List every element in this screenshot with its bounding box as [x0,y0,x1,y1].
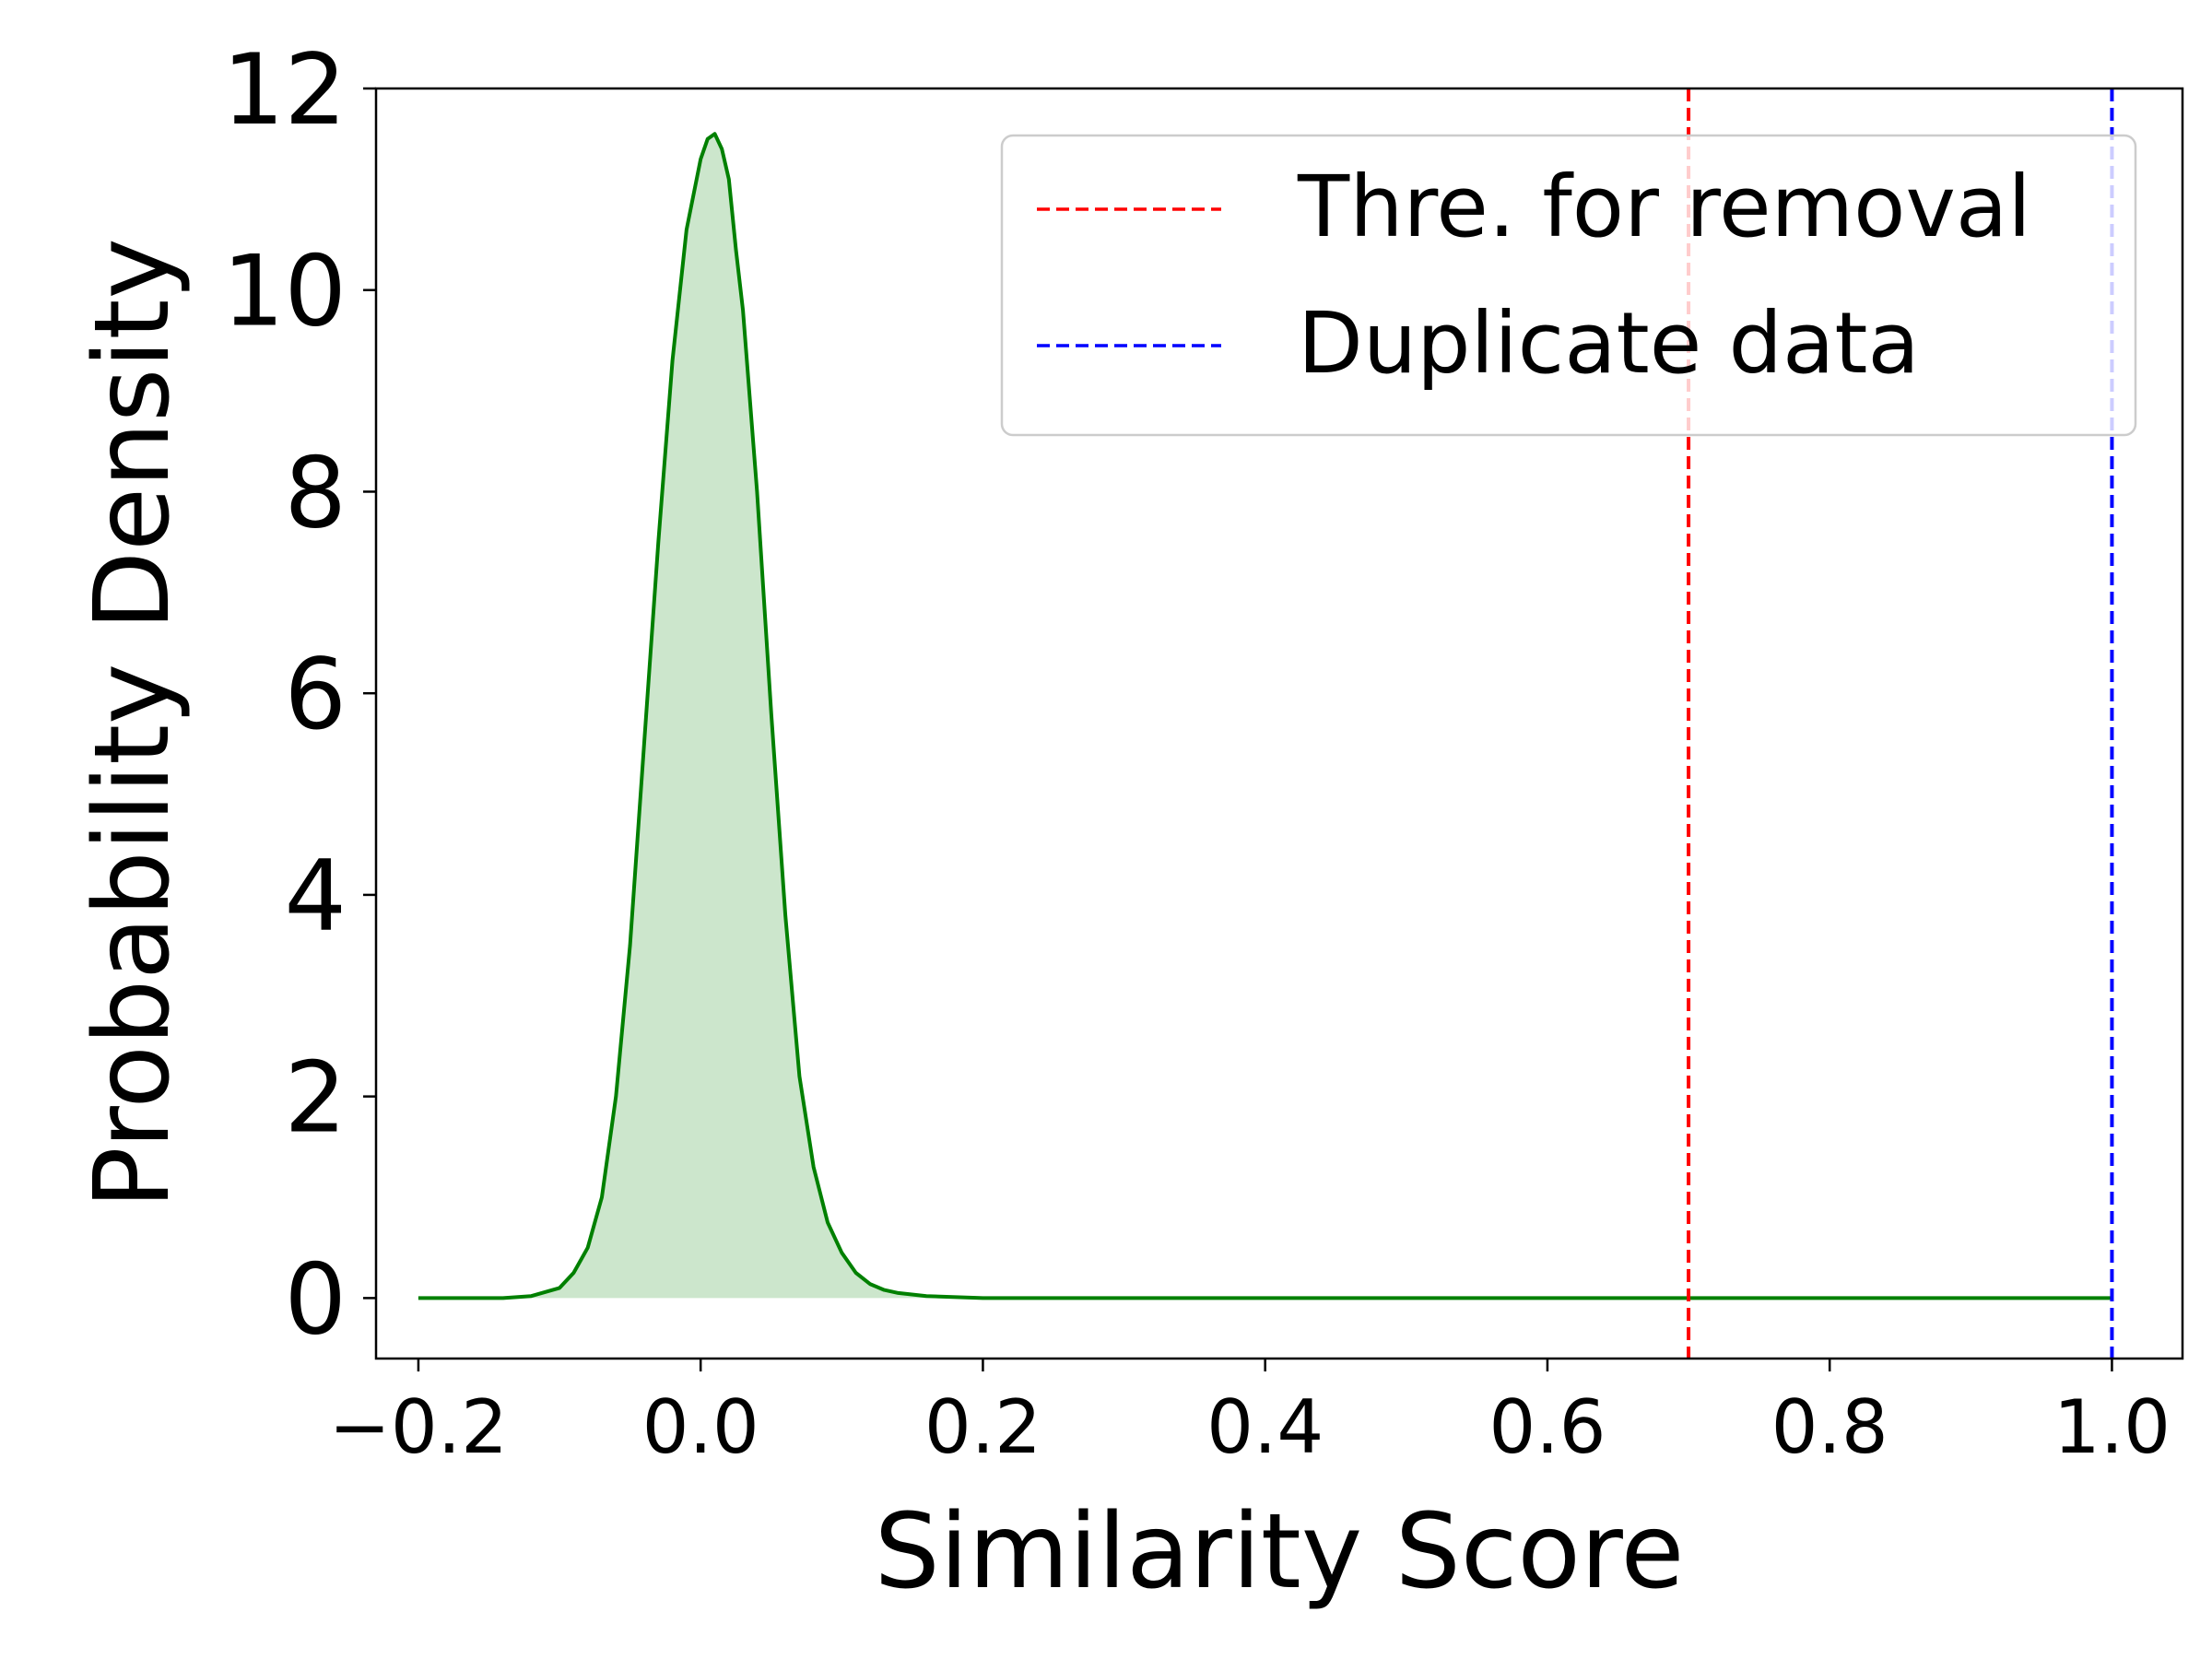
y-tick-label: 10 [222,235,347,348]
x-tick-label: 1.0 [2053,1384,2171,1470]
legend: Thre. for removal Duplicate data [1000,134,2137,437]
x-tick-label: 0.6 [1488,1384,1606,1470]
legend-label-threshold: Thre. for removal [1297,158,2031,256]
x-tick-label: −0.2 [329,1384,508,1470]
density-fill [418,134,2112,1299]
x-tick-label: 0.0 [642,1384,759,1470]
y-tick-label: 0 [285,1242,347,1356]
legend-label-duplicate: Duplicate data [1298,294,1920,393]
x-tick-label: 0.2 [924,1384,1041,1470]
series-layer [418,132,2112,1300]
y-tick-label: 4 [285,840,347,953]
x-axis-title: Similarity Score [875,1492,1685,1612]
x-tick-label: 0.8 [1771,1384,1888,1470]
x-tick-label: 0.4 [1206,1384,1324,1470]
y-tick-label: 6 [285,638,347,751]
plot-frame [374,87,2184,1360]
density-line [418,132,2112,1300]
y-tick-label: 2 [285,1041,347,1155]
y-axis-title: Probability Density [73,238,193,1208]
y-tick-label: 12 [222,33,347,147]
y-axis-ticks: 0 2 4 6 8 10 12 [222,33,376,1356]
legend-box [1000,134,2137,437]
y-tick-label: 8 [285,436,347,549]
x-axis-ticks: −0.2 0.0 0.2 0.4 0.6 0.8 1.0 [329,1359,2171,1470]
